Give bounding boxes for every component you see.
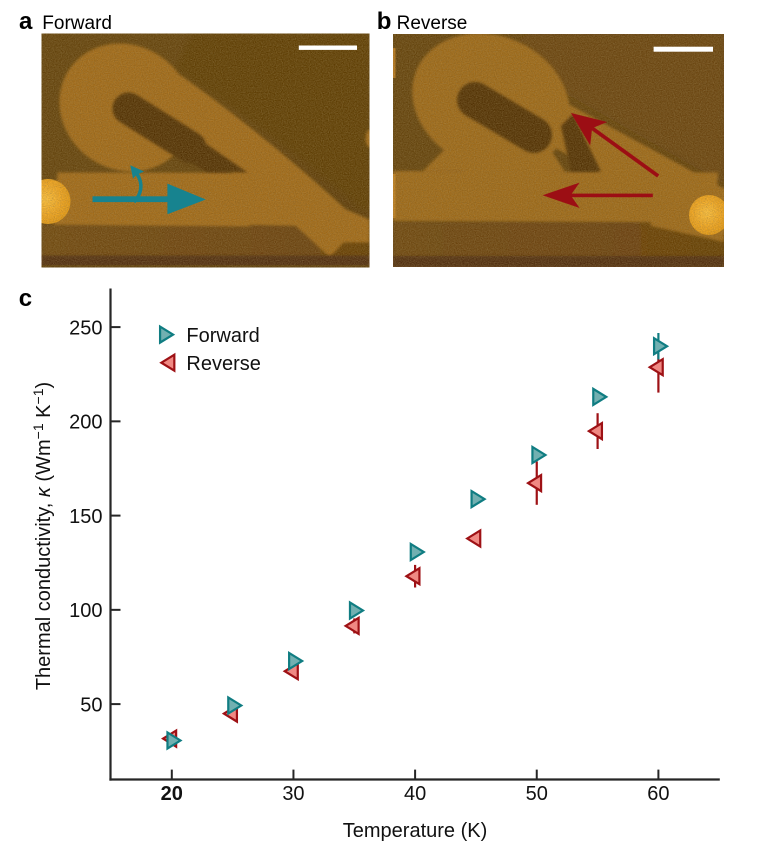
svg-text:50: 50 [80, 694, 102, 716]
svg-text:150: 150 [69, 506, 102, 528]
svg-text:b: b [377, 8, 392, 35]
svg-text:50: 50 [526, 783, 548, 805]
svg-text:Reverse: Reverse [397, 13, 468, 34]
svg-text:30: 30 [282, 783, 304, 805]
svg-text:Temperature (K): Temperature (K) [343, 820, 488, 842]
svg-text:250: 250 [69, 317, 102, 339]
svg-text:40: 40 [404, 783, 426, 805]
svg-text:Forward: Forward [186, 325, 259, 347]
svg-text:100: 100 [69, 600, 102, 622]
svg-text:20: 20 [161, 783, 183, 805]
svg-text:Thermal conductivity, κ (Wm−1: Thermal conductivity, κ (Wm−1 K−1) [30, 382, 55, 690]
svg-text:c: c [19, 285, 32, 312]
svg-text:Forward: Forward [42, 13, 112, 34]
svg-text:200: 200 [69, 412, 102, 434]
svg-text:a: a [19, 8, 33, 35]
svg-text:60: 60 [647, 783, 669, 805]
svg-text:Reverse: Reverse [186, 353, 260, 375]
